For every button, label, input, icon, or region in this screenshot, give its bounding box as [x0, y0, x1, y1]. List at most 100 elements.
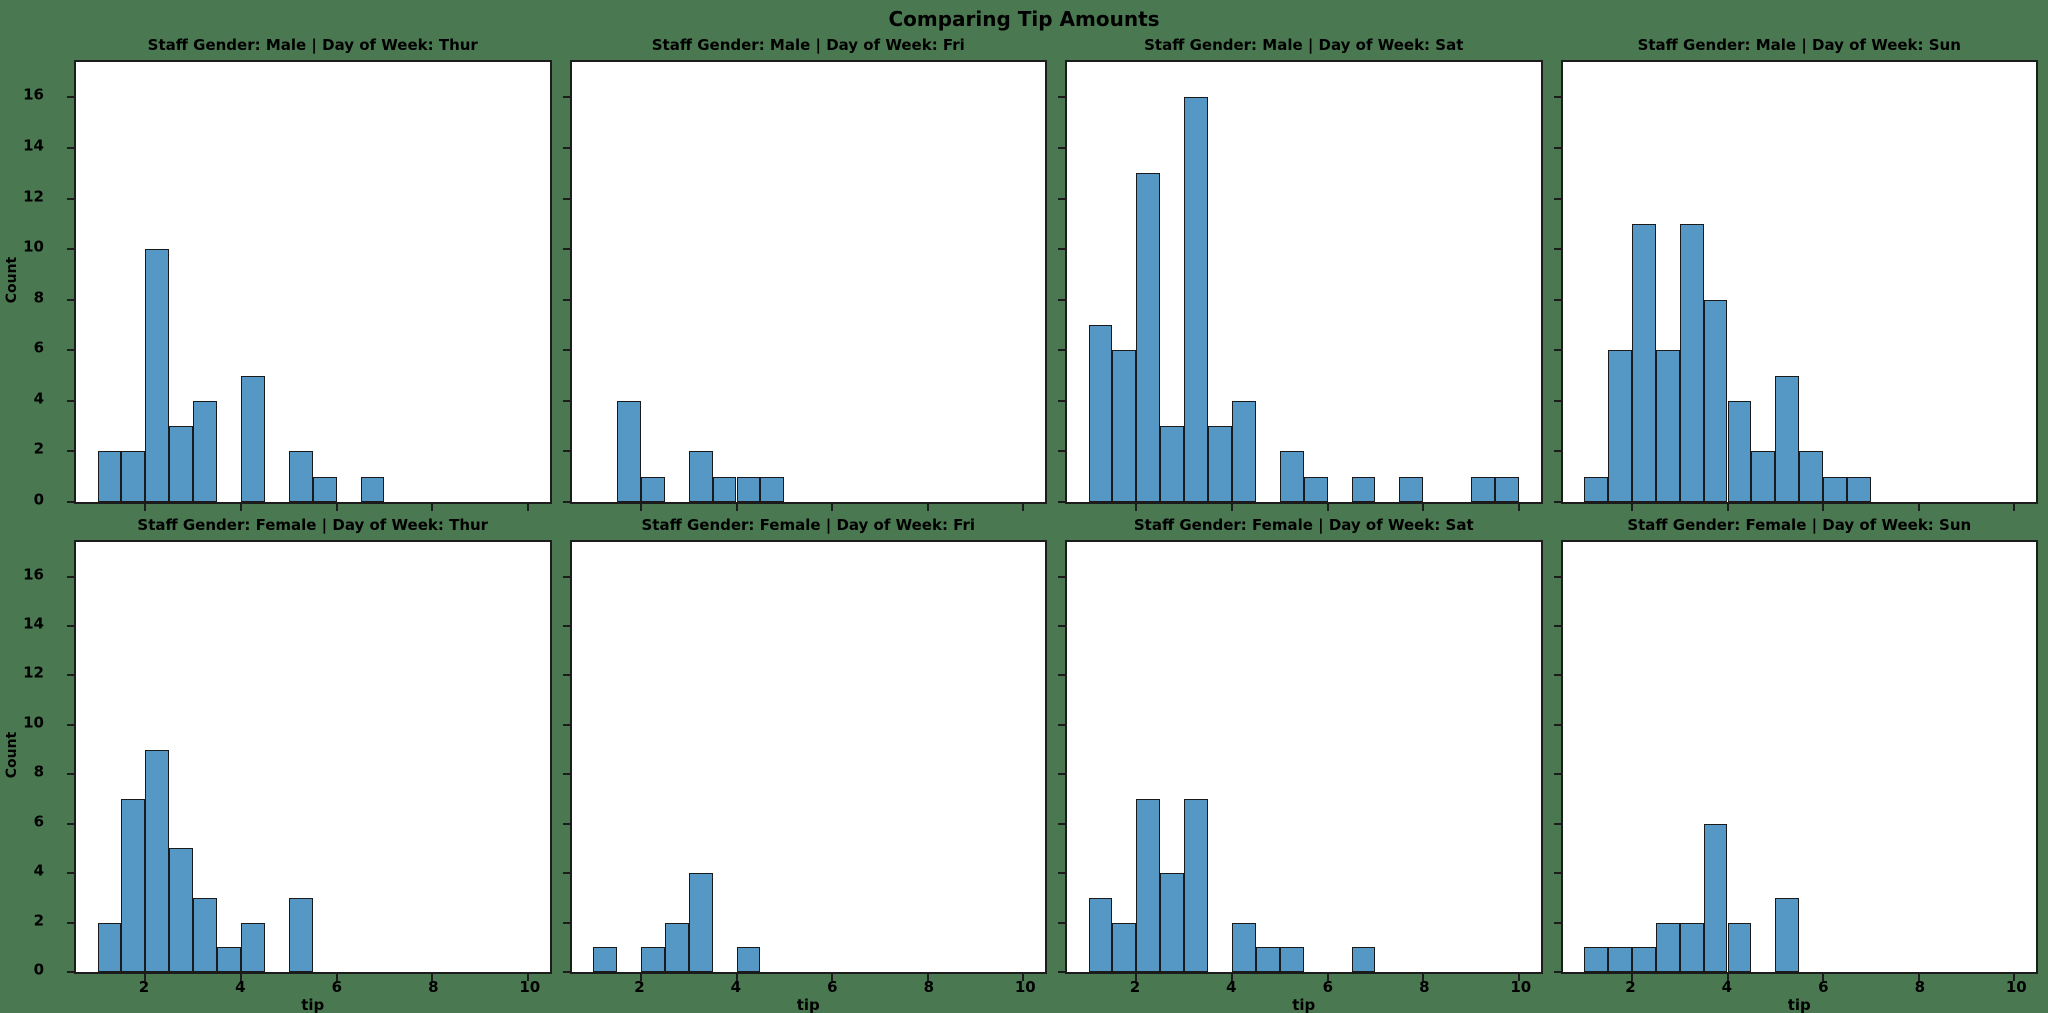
histogram-bar — [1351, 947, 1376, 972]
x-tick-mark — [735, 974, 738, 981]
y-tick-mark — [562, 501, 570, 503]
histogram-bar — [1208, 426, 1232, 502]
x-tick-mark — [2013, 504, 2016, 511]
histogram-bar — [1584, 947, 1608, 972]
y-tick-mark — [1553, 349, 1561, 352]
y-tick-mark — [562, 723, 570, 726]
x-tick-mark — [1022, 504, 1025, 511]
x-tick-mark — [1422, 504, 1425, 511]
x-tick-mark — [1326, 504, 1329, 511]
histogram-bar — [1112, 350, 1137, 502]
plot-area — [1553, 540, 2038, 981]
y-tick-mark — [1553, 723, 1561, 726]
subplot-title: Staff Gender: Female | Day of Week: Sat — [1133, 516, 1474, 534]
histogram-bar — [1184, 799, 1209, 972]
histogram-bar — [1136, 173, 1161, 502]
histogram-bar — [593, 947, 617, 972]
x-tick-mark — [1135, 974, 1138, 981]
x-tick-label: 6 — [331, 978, 343, 996]
facet-grid: Count 0 2 4 6 8 10 12 14 16 Staff Gender: Male | D… — [0, 36, 2048, 1013]
facet-row-male: Count 0 2 4 6 8 10 12 14 16 Staff Gender: Male | D… — [0, 36, 2048, 511]
y-tick-mark — [1553, 146, 1561, 149]
histogram-bar — [1631, 223, 1656, 502]
histogram-bar — [1255, 947, 1280, 972]
y-tick-mark — [1058, 248, 1065, 251]
y-tick-mark — [1058, 773, 1065, 776]
plot-area — [1553, 60, 2038, 511]
histogram-bar — [241, 375, 265, 502]
y-tick-mark — [67, 773, 74, 776]
y-tick-mark — [67, 822, 74, 825]
x-tick-mark — [1630, 974, 1633, 981]
subplot-title: Staff Gender: Male | Day of Week: Sat — [1144, 36, 1464, 54]
y-tick-mark — [562, 921, 570, 924]
histogram-bar — [1607, 350, 1632, 502]
y-tick-mark — [67, 248, 74, 251]
y-tick-label: 8 — [33, 288, 44, 307]
histogram-bar — [664, 922, 689, 972]
histogram-bar — [1112, 922, 1137, 972]
x-tick-mark — [335, 504, 338, 511]
y-tick-label: 12 — [23, 663, 44, 682]
x-tick-label: 10 — [519, 978, 541, 996]
y-tick-label: 10 — [23, 237, 44, 256]
y-tick-mark — [562, 625, 570, 628]
histogram-bar — [1136, 799, 1161, 972]
y-tick-mark — [1058, 674, 1065, 677]
y-tick-mark — [562, 399, 570, 402]
x-tick-label: 2 — [634, 978, 645, 996]
histogram-bar — [760, 476, 785, 502]
y-tick-mark — [1058, 501, 1065, 503]
histogram-bar — [1703, 823, 1728, 972]
y-tick-mark — [67, 625, 74, 628]
histogram-bar — [241, 922, 265, 972]
histogram-bar — [1351, 476, 1376, 502]
histogram-bar — [1823, 476, 1848, 502]
subplot-male-sat: Staff Gender: Male | Day of Week: Sat — [1058, 36, 1543, 511]
x-tick-mark — [926, 504, 929, 511]
histogram-bar — [1631, 947, 1656, 972]
histogram-bar — [169, 426, 194, 502]
histogram-bar — [1847, 476, 1871, 502]
y-tick-mark — [67, 872, 74, 875]
x-tick-mark — [1917, 974, 1920, 981]
x-tick-label: 6 — [827, 978, 838, 996]
y-tick-mark — [1058, 298, 1065, 301]
y-tick-mark — [67, 921, 74, 924]
y-tick-label: 4 — [33, 861, 44, 880]
y-tick-mark — [1553, 501, 1561, 503]
y-tick-label: 0 — [33, 490, 44, 509]
y-tick-mark — [67, 399, 74, 402]
y-axis-label: Count — [4, 731, 20, 779]
y-tick-mark — [1553, 197, 1561, 200]
x-tick-label: 2 — [1625, 978, 1636, 996]
y-tick-mark — [67, 501, 74, 503]
x-tick-mark — [1822, 974, 1825, 981]
x-tick-mark — [1726, 974, 1729, 981]
histogram-bar — [640, 476, 665, 502]
histogram-bar — [1679, 223, 1704, 502]
y-tick-mark — [1553, 298, 1561, 301]
facet-row-female: Count 0 2 4 6 8 10 12 14 16 Staff Gender: Female |… — [0, 516, 2048, 1013]
y-tick-label: 14 — [23, 136, 44, 155]
y-tick-mark — [1058, 399, 1065, 402]
y-tick-mark — [1058, 723, 1065, 726]
subplot-male-thur: Staff Gender: Male | Day of Week: Thur — [67, 36, 552, 511]
y-tick-mark — [562, 674, 570, 677]
y-tick-mark — [1553, 971, 1561, 973]
x-tick-label: 10 — [1014, 978, 1036, 996]
subplot-male-sun: Staff Gender: Male | Day of Week: Sun — [1553, 36, 2038, 511]
y-tick-mark — [1553, 399, 1561, 402]
x-tick-mark — [1326, 974, 1329, 981]
subplot-female-fri: Staff Gender: Female | Day of Week: Fri 2… — [562, 516, 1047, 1013]
histogram-bar — [688, 873, 713, 972]
subplot-female-thur: Staff Gender: Female | Day of Week: Thur… — [67, 516, 552, 1013]
y-tick-mark — [562, 822, 570, 825]
y-tick-mark — [1058, 971, 1065, 973]
histogram-bar — [1607, 947, 1632, 972]
plot-area — [562, 540, 1047, 981]
x-tick-mark — [335, 974, 338, 981]
y-tick-label: 8 — [33, 762, 44, 781]
y-tick-mark — [1553, 625, 1561, 628]
x-tick-mark — [639, 504, 642, 511]
